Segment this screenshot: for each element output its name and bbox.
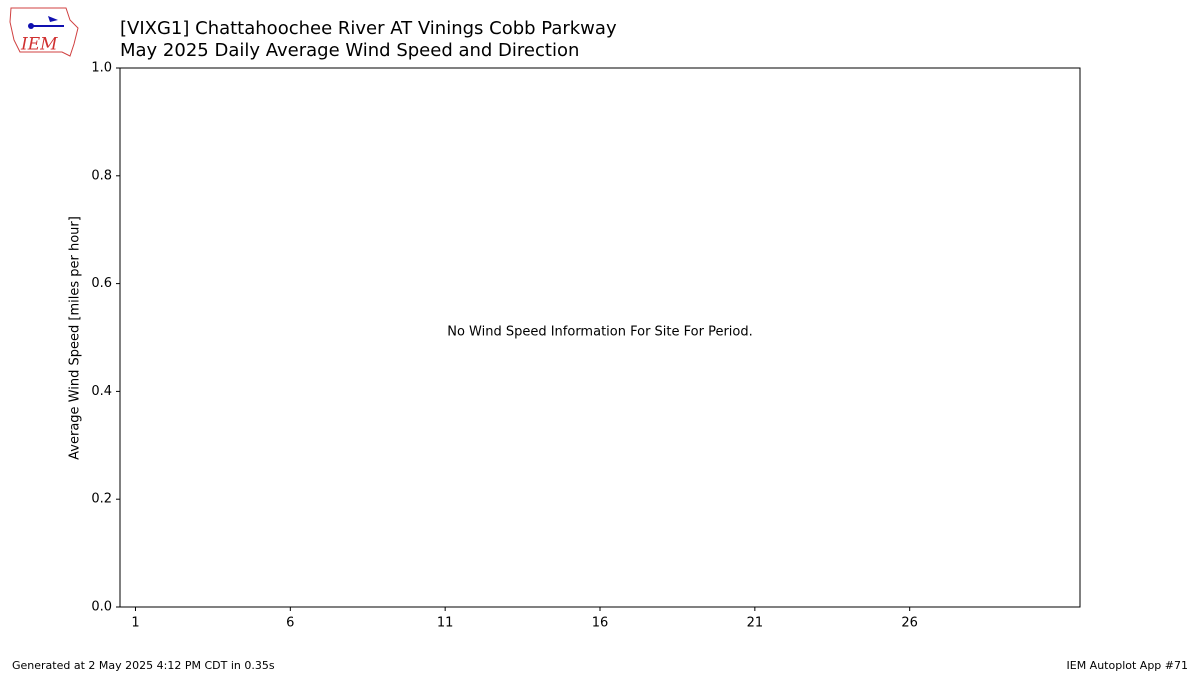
logo-dot	[28, 23, 34, 29]
y-tick-label: 0.6	[91, 276, 112, 291]
footer-right: IEM Autoplot App #71	[1067, 659, 1189, 672]
x-tick-label: 21	[747, 616, 764, 631]
footer-left: Generated at 2 May 2025 4:12 PM CDT in 0…	[12, 659, 275, 672]
y-tick-label: 0.4	[91, 384, 112, 399]
x-tick-label: 16	[592, 616, 609, 631]
logo-outline	[9, 7, 79, 57]
y-tick-label: 0.2	[91, 492, 112, 507]
x-tick-label: 26	[901, 616, 918, 631]
annotation: No Wind Speed Information For Site For P…	[447, 325, 753, 340]
y-tick-label: 1.0	[91, 61, 112, 76]
x-tick-label: 6	[286, 616, 294, 631]
chart-title: [VIXG1] Chattahoochee River AT Vinings C…	[120, 18, 617, 39]
logo-text: IEM	[20, 35, 58, 55]
logo: IEM	[9, 7, 79, 57]
chart-subtitle: May 2025 Daily Average Wind Speed and Di…	[120, 40, 579, 61]
y-tick-label: 0.8	[91, 168, 112, 183]
x-tick-label: 1	[131, 616, 139, 631]
y-axis-label: Average Wind Speed [miles per hour]	[68, 216, 83, 460]
x-tick-label: 11	[437, 616, 454, 631]
y-tick-label: 0.0	[91, 600, 112, 615]
logo-vane	[48, 16, 58, 22]
